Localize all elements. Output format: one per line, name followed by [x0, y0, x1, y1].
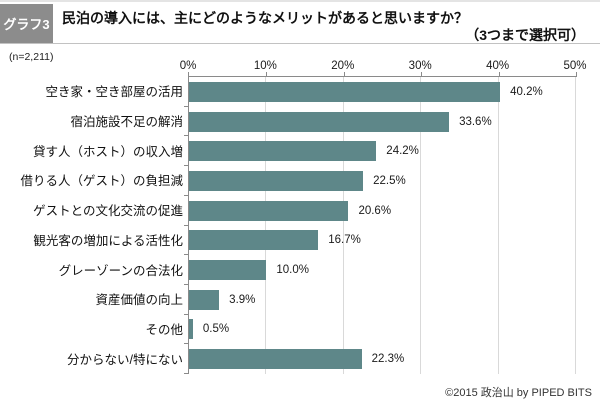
bar-8	[189, 289, 220, 310]
header-divider	[0, 43, 600, 44]
bar-value-label: 40.2%	[510, 85, 543, 98]
bar-6	[189, 230, 319, 251]
y-axis-tick-mark	[184, 224, 189, 226]
bar-2	[189, 111, 450, 132]
bar-value-label: 22.5%	[373, 174, 406, 187]
y-axis-tick-mark	[184, 283, 189, 285]
x-axis-tick-label: 30%	[408, 60, 432, 72]
bar-9	[189, 319, 193, 340]
category-label: 借りる人（ゲスト）の負担減	[20, 174, 183, 189]
bar-4	[189, 170, 364, 191]
x-axis-tick-label: 10%	[253, 60, 277, 72]
category-label: 分からない/特にない	[67, 352, 183, 367]
y-axis-tick-mark	[184, 254, 189, 256]
y-axis-tick-mark	[184, 313, 189, 315]
copyright-credit: ©2015 政治山 by PIPED BITS	[445, 387, 592, 399]
bar-value-label: 0.5%	[202, 323, 230, 336]
bar-value-label: 22.3%	[371, 353, 405, 366]
y-axis-tick-mark	[184, 194, 189, 196]
bar-value-label: 3.9%	[229, 293, 256, 306]
y-axis-tick-mark	[184, 343, 189, 345]
x-axis-tick-label: 50%	[563, 60, 587, 72]
vertical-gridline	[265, 77, 267, 374]
bar-value-label: 33.6%	[459, 115, 492, 128]
x-axis-tick-mark	[188, 72, 189, 77]
category-label: 貸す人（ホスト）の収入増	[32, 144, 183, 159]
bar-10	[189, 349, 362, 370]
plot-area: 40.2% 33.6% 24.2% 22.5% 20.6% 16.7% 10.0% 3.9% 0…	[184, 72, 577, 374]
x-axis-tick-mark	[343, 72, 345, 77]
y-axis-tick-mark	[184, 373, 189, 374]
x-axis-tick-labels: 0% 10% 20% 30% 40% 50%	[0, 60, 600, 74]
category-axis-labels: 空き家・空き部屋の活用宿泊施設不足の解消貸す人（ホスト）の収入増借りる人（ゲスト…	[0, 76, 183, 373]
vertical-gridline	[420, 77, 422, 374]
x-axis-tick-mark	[266, 72, 268, 77]
sample-size-note: (n=2,211)	[9, 51, 54, 63]
category-label: 宿泊施設不足の解消	[70, 115, 183, 130]
category-label: 資産価値の向上	[95, 293, 183, 308]
category-label: グレーゾーンの合法化	[58, 263, 183, 278]
category-label: その他	[145, 322, 183, 337]
vertical-gridline	[342, 77, 344, 374]
bar-value-label: 16.7%	[328, 234, 361, 247]
x-axis-tick-label: 0%	[179, 60, 197, 72]
vertical-gridline	[497, 77, 499, 374]
x-axis-tick-mark	[576, 72, 577, 77]
y-axis-tick-mark	[184, 135, 189, 137]
graph-number-label: グラフ3	[3, 17, 50, 32]
y-axis-tick-mark	[184, 105, 189, 107]
y-axis-tick-mark	[184, 165, 189, 167]
bar-5	[189, 200, 349, 221]
bar-3	[189, 141, 377, 162]
bar-7	[189, 260, 267, 281]
graph-number-badge: グラフ3	[0, 4, 53, 43]
vertical-gridline	[575, 77, 576, 374]
category-label: 観光客の増加による活性化	[33, 233, 183, 248]
bar-1	[189, 81, 501, 102]
category-label: ゲストとの文化交流の促進	[33, 204, 183, 219]
page-top-border	[0, 0, 600, 2]
x-axis-tick-label: 40%	[486, 60, 510, 72]
chart-subtitle: （3つまで選択可）	[465, 27, 585, 43]
x-axis-tick-mark	[421, 72, 423, 77]
x-axis-tick-mark	[498, 72, 500, 77]
bar-value-label: 24.2%	[386, 145, 419, 158]
bar-value-label: 20.6%	[358, 204, 392, 217]
x-axis-tick-label: 20%	[331, 60, 355, 72]
category-label: 空き家・空き部屋の活用	[45, 85, 183, 100]
bar-value-label: 10.0%	[276, 264, 309, 277]
chart-title: 民泊の導入には、主にどのようなメリットがあると思いますか？	[62, 10, 468, 26]
